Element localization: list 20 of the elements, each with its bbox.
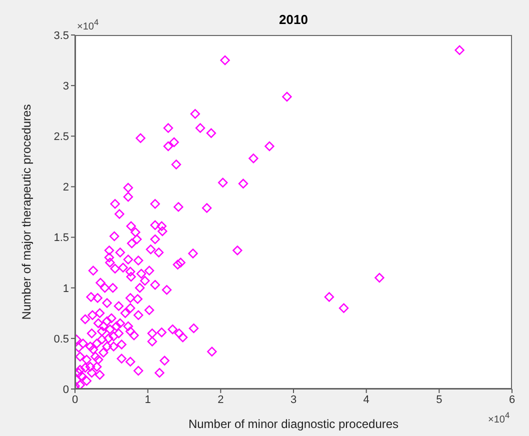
y-tick-label: 2 (62, 182, 69, 194)
text: ×10$^{4}$ (77, 17, 99, 32)
chart-title: 2010 (279, 12, 308, 27)
x-tick-label: 6 (508, 394, 516, 406)
y-tick-label: 3.5 (54, 30, 69, 42)
x-tick-label: 0 (72, 394, 78, 406)
y-tick-label: 0 (62, 384, 69, 396)
x-tick-label: 2 (218, 394, 224, 406)
y-tick-label: 3 (62, 80, 69, 92)
x-tick-label: 4 (363, 394, 370, 406)
x-tick-label: 5 (436, 394, 442, 406)
y-tick-label: 0.5 (54, 333, 69, 346)
text: ×10$^{4}$ (488, 410, 510, 426)
y-tick-label: 1.5 (54, 232, 69, 244)
x-axis-title: Number of minor diagnostic procedures (188, 417, 399, 431)
y-tick-label: 2.5 (54, 131, 69, 144)
x-tick-label: 1 (144, 394, 151, 406)
x-tick-label: 3 (290, 394, 297, 406)
y-axis-title: Number of major therapeutic procedures (19, 104, 34, 320)
y-tick-label: 1 (62, 282, 69, 295)
